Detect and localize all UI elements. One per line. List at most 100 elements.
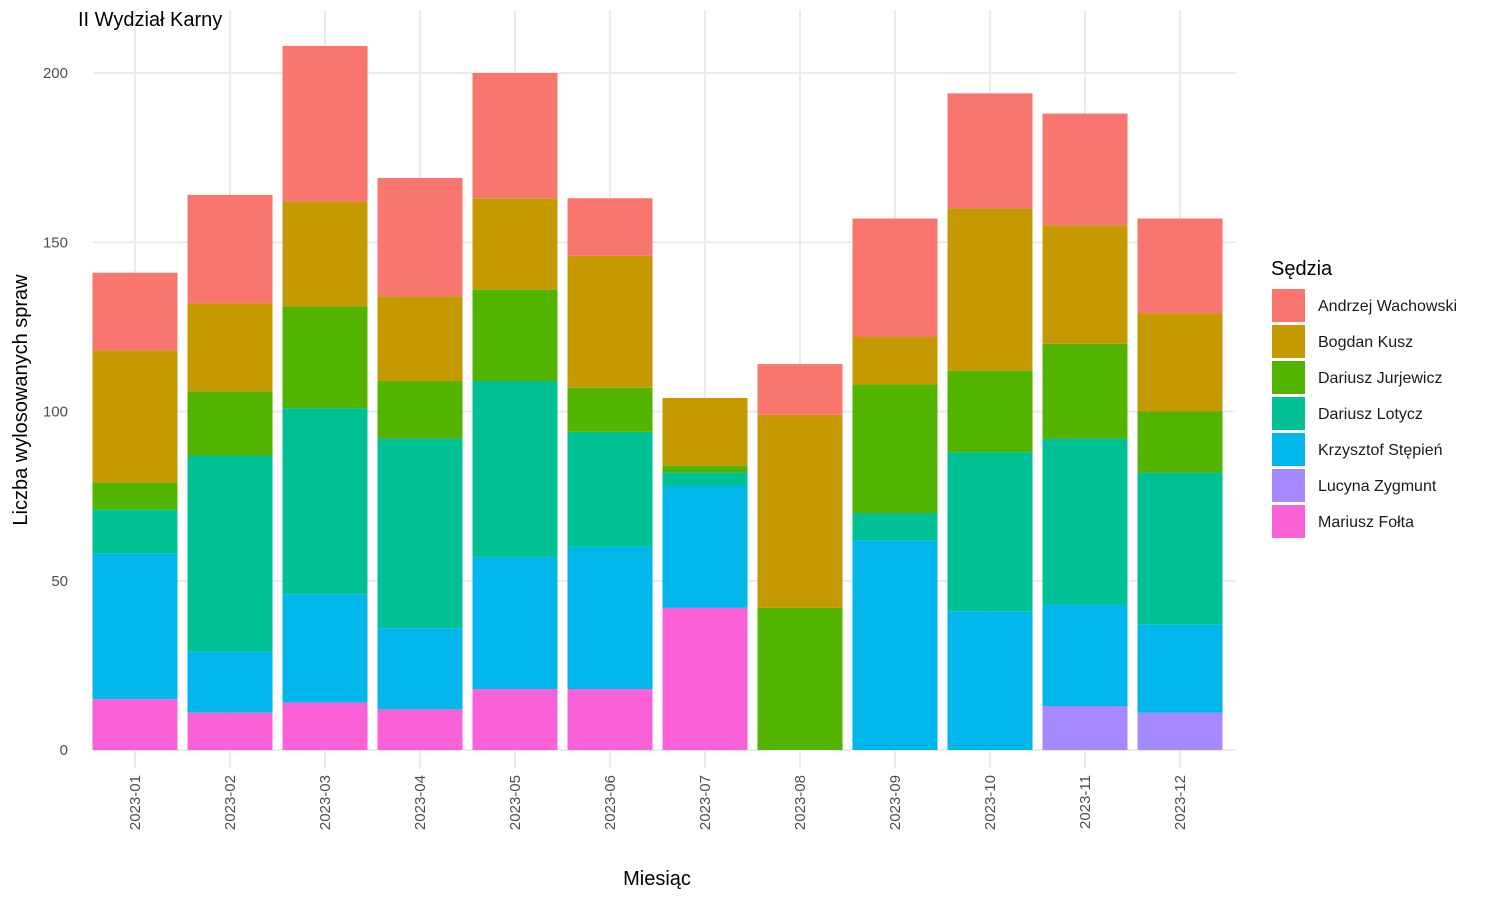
bar-segment — [282, 702, 368, 750]
legend-items: Andrzej Wachowski Bogdan Kusz Dariusz Jurj… — [1272, 289, 1457, 538]
bar-segment — [852, 337, 938, 385]
bar-segment — [282, 594, 368, 703]
bar-segment — [92, 350, 178, 483]
x-tick-label: 2023-12 — [1172, 775, 1189, 830]
bar-segment — [377, 296, 463, 382]
legend-key — [1272, 289, 1305, 322]
x-tick-label: 2023-05 — [507, 775, 524, 830]
legend-key — [1272, 325, 1305, 358]
x-tick-label: 2023-11 — [1077, 775, 1094, 829]
bar-segment — [187, 651, 273, 713]
legend: Sędzia Andrzej Wachowski Bogdan Kusz Dariu… — [1271, 258, 1457, 538]
legend-item: Bogdan Kusz — [1272, 325, 1413, 358]
bar-segment — [1137, 472, 1223, 625]
bar-segment — [1042, 225, 1128, 344]
legend-item: Dariusz Jurjewicz — [1272, 361, 1442, 394]
bar-segment — [947, 93, 1033, 209]
bar-segment — [947, 208, 1033, 371]
bars — [92, 45, 1223, 750]
y-tick-label: 50 — [51, 573, 68, 590]
bar-segment — [282, 45, 368, 202]
bar-segment — [567, 431, 653, 547]
x-axis-ticks: 2023-01 2023-02 2023-03 2023-04 2023-05 2023-… — [127, 775, 1189, 830]
bar-segment — [947, 370, 1033, 453]
bar-segment — [852, 513, 938, 541]
bar-segment — [282, 201, 368, 307]
bar-segment — [662, 607, 748, 750]
bar-segment — [1137, 313, 1223, 412]
legend-item: Krzysztof Stępień — [1272, 433, 1443, 466]
bar-segment — [187, 712, 273, 750]
legend-key — [1272, 505, 1305, 538]
x-axis-label: Miesiąc — [623, 868, 691, 890]
chart-title: II Wydział Karny — [78, 9, 222, 31]
bar-segment — [1137, 411, 1223, 473]
y-tick-label: 100 — [43, 404, 68, 421]
bar-segment — [472, 689, 558, 750]
bar-segment — [472, 73, 558, 199]
y-axis-ticks: 0 50 100 150 200 — [43, 65, 68, 759]
y-tick-label: 0 — [60, 742, 68, 759]
legend-label: Mariusz Fołta — [1318, 514, 1414, 531]
bar-segment — [662, 485, 748, 608]
bar-segment — [472, 381, 558, 558]
y-axis-label: Liczba wylosowanych spraw — [10, 274, 32, 526]
bar-segment — [187, 303, 273, 392]
legend-item: Lucyna Zygmunt — [1272, 469, 1437, 502]
bar-segment — [662, 397, 748, 466]
bar-segment — [92, 482, 178, 510]
bar-segment — [1042, 343, 1128, 439]
bar-segment — [1137, 218, 1223, 314]
x-tick-label: 2023-01 — [127, 775, 144, 830]
bar-segment — [567, 387, 653, 432]
legend-key — [1272, 433, 1305, 466]
bar-segment — [567, 689, 653, 750]
legend-label: Dariusz Jurjewicz — [1318, 370, 1442, 387]
bar-segment — [92, 509, 178, 554]
legend-key — [1272, 397, 1305, 430]
x-tick-label: 2023-08 — [792, 775, 809, 830]
x-tick-label: 2023-09 — [887, 775, 904, 830]
bar-segment — [567, 546, 653, 690]
legend-label: Bogdan Kusz — [1318, 334, 1413, 351]
bar-segment — [92, 272, 178, 351]
y-tick-label: 150 — [43, 234, 68, 251]
y-tick-label: 200 — [43, 65, 68, 82]
bar-segment — [187, 194, 273, 304]
x-tick-label: 2023-02 — [222, 775, 239, 830]
bar-segment — [377, 628, 463, 710]
bar-segment — [567, 255, 653, 388]
bar-segment — [1137, 624, 1223, 713]
x-tick-label: 2023-04 — [412, 775, 429, 830]
bar-segment — [187, 455, 273, 652]
bar-segment — [1042, 705, 1128, 750]
legend-item: Andrzej Wachowski — [1272, 289, 1457, 322]
bar-segment — [1042, 604, 1128, 706]
bar-segment — [947, 611, 1033, 750]
x-tick-label: 2023-10 — [982, 775, 999, 830]
bar-segment — [282, 408, 368, 595]
x-tick-label: 2023-07 — [697, 775, 714, 830]
legend-label: Andrzej Wachowski — [1318, 298, 1457, 315]
bar-segment — [377, 381, 463, 439]
bar-segment — [377, 177, 463, 297]
bar-segment — [92, 553, 178, 700]
bar-segment — [1042, 113, 1128, 226]
bar-segment — [567, 198, 653, 256]
bar-segment — [852, 540, 938, 750]
bar-segment — [377, 709, 463, 750]
bar-segment — [757, 414, 843, 608]
legend-label: Dariusz Lotycz — [1318, 406, 1423, 423]
bar-segment — [947, 452, 1033, 612]
bar-segment — [92, 699, 178, 750]
bar-segment — [472, 557, 558, 690]
bar-segment — [662, 472, 748, 486]
bar-segment — [282, 306, 368, 409]
legend-key — [1272, 361, 1305, 394]
bar-segment — [377, 438, 463, 629]
bar-segment — [757, 607, 843, 750]
legend-title: Sędzia — [1271, 258, 1333, 280]
x-tick-label: 2023-06 — [602, 775, 619, 830]
legend-key — [1272, 469, 1305, 502]
